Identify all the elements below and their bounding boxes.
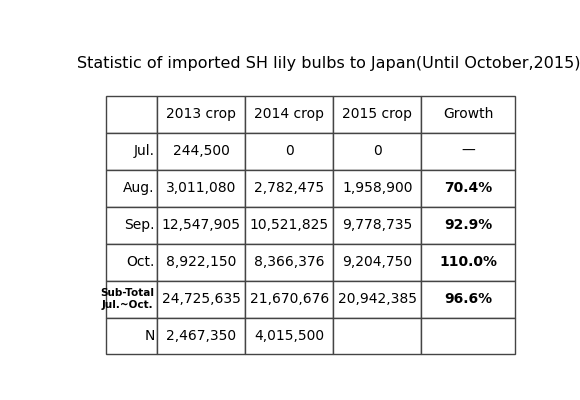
Text: 0: 0 <box>285 144 293 158</box>
Bar <box>106 318 157 354</box>
Bar <box>106 170 157 207</box>
Text: 2013 crop: 2013 crop <box>166 107 236 121</box>
Text: 4,015,500: 4,015,500 <box>254 329 324 343</box>
Bar <box>421 207 515 244</box>
Bar <box>334 244 421 280</box>
Text: Oct.: Oct. <box>126 255 155 269</box>
Text: 92.9%: 92.9% <box>444 218 492 232</box>
Bar <box>106 280 157 318</box>
Text: 8,922,150: 8,922,150 <box>166 255 237 269</box>
Bar <box>245 244 334 280</box>
Bar <box>245 170 334 207</box>
Bar <box>245 318 334 354</box>
Text: 70.4%: 70.4% <box>444 181 492 195</box>
Text: Growth: Growth <box>443 107 494 121</box>
Text: Sep.: Sep. <box>124 218 155 232</box>
Bar <box>245 280 334 318</box>
Text: 9,778,735: 9,778,735 <box>342 218 412 232</box>
Text: 21,670,676: 21,670,676 <box>249 292 329 306</box>
Bar <box>334 280 421 318</box>
Text: 10,521,825: 10,521,825 <box>250 218 329 232</box>
Bar <box>245 96 334 133</box>
Bar <box>157 280 245 318</box>
Text: 2014 crop: 2014 crop <box>254 107 324 121</box>
Bar <box>157 96 245 133</box>
Text: 12,547,905: 12,547,905 <box>162 218 241 232</box>
Text: 8,366,376: 8,366,376 <box>254 255 325 269</box>
Text: 20,942,385: 20,942,385 <box>338 292 416 306</box>
Bar <box>106 244 157 280</box>
Text: 110.0%: 110.0% <box>439 255 497 269</box>
Text: 2015 crop: 2015 crop <box>342 107 412 121</box>
Text: Statistic of imported SH lily bulbs to Japan(Until October,2015): Statistic of imported SH lily bulbs to J… <box>77 56 580 71</box>
Bar <box>421 170 515 207</box>
Text: Aug.: Aug. <box>123 181 155 195</box>
Bar <box>157 244 245 280</box>
Bar <box>421 318 515 354</box>
Text: 2,467,350: 2,467,350 <box>166 329 237 343</box>
Text: Jul.: Jul. <box>133 144 155 158</box>
Bar <box>245 207 334 244</box>
Text: 96.6%: 96.6% <box>444 292 492 306</box>
Bar <box>334 207 421 244</box>
Bar <box>157 318 245 354</box>
Text: —: — <box>461 144 475 158</box>
Text: 9,204,750: 9,204,750 <box>342 255 412 269</box>
Bar <box>106 96 157 133</box>
Bar <box>157 133 245 170</box>
Text: N: N <box>144 329 155 343</box>
Bar <box>106 207 157 244</box>
Text: 24,725,635: 24,725,635 <box>162 292 241 306</box>
Bar <box>421 96 515 133</box>
Text: 2,782,475: 2,782,475 <box>254 181 324 195</box>
Text: 1,958,900: 1,958,900 <box>342 181 412 195</box>
Text: 244,500: 244,500 <box>173 144 230 158</box>
Bar <box>157 170 245 207</box>
Bar <box>334 96 421 133</box>
Bar <box>245 133 334 170</box>
Bar <box>157 207 245 244</box>
Bar <box>421 280 515 318</box>
Bar <box>421 133 515 170</box>
Text: 0: 0 <box>373 144 382 158</box>
Text: 3,011,080: 3,011,080 <box>166 181 237 195</box>
Bar <box>334 133 421 170</box>
Bar <box>421 244 515 280</box>
Bar <box>106 133 157 170</box>
Bar <box>334 318 421 354</box>
Text: Sub-Total
Jul.~Oct.: Sub-Total Jul.~Oct. <box>101 288 155 310</box>
Bar <box>334 170 421 207</box>
